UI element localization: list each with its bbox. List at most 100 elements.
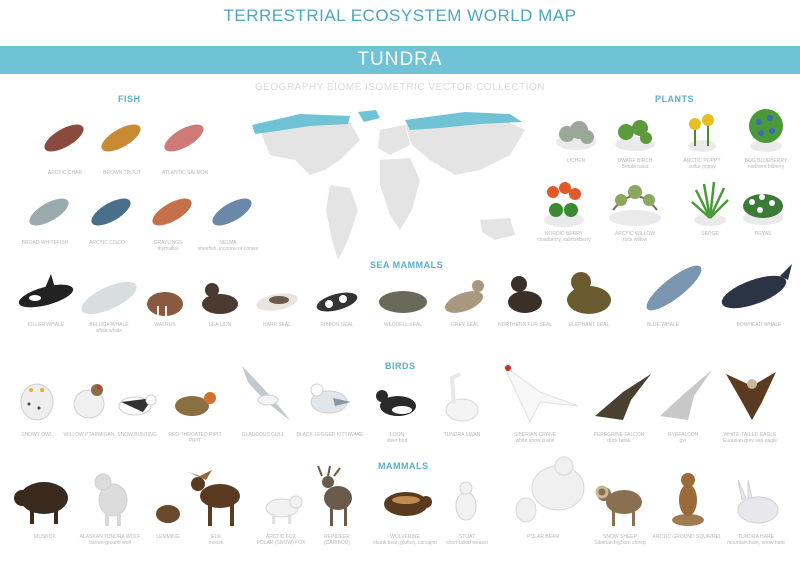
plant-label: ARCTIC WILLOW [614, 231, 656, 237]
sea-mammal-label: RIBBON SEAL [320, 322, 354, 328]
mammal-label: WOLVERINE [390, 534, 420, 540]
sea-mammal-label: SEA LION [208, 322, 232, 328]
bird-label: SNOW BUNTING [117, 432, 157, 438]
arctic-ground-squirrel-icon [672, 473, 704, 526]
sea-lion-icon [202, 283, 238, 314]
fish-label: ARCTIC CISCO [89, 240, 125, 246]
snowy-owl-icon [20, 383, 54, 421]
sea-mammal-label: BOWHEAD WHALE [736, 322, 782, 328]
plant-sedge-icon [691, 181, 729, 226]
plant-arctic-willow-icon [609, 185, 661, 226]
section-heading-fish: FISH [118, 94, 141, 104]
sea-mammal-label: WALRUS [154, 322, 176, 328]
bird-sublabel: duck hawk [607, 438, 631, 444]
bird-label: RED-THROATED PIPIT [168, 432, 222, 438]
harp-seal-icon [256, 293, 298, 311]
weddell-seal-icon [379, 291, 427, 313]
bird-label: BLACK-LEGGED KITTIWAKE [296, 432, 364, 438]
sea-mammal-label: BELUGA WHALE [89, 322, 129, 328]
blue-whale-icon [646, 265, 702, 311]
bird-label: LOON [389, 432, 405, 438]
plant-sublabel: sulfur poppy [688, 164, 716, 170]
killer-whale-icon [18, 274, 74, 308]
plant-arctic-poppy-icon [688, 114, 716, 152]
sea-mammal-sublabel: white whale [95, 328, 123, 334]
fish-arctic-char-icon [44, 124, 84, 152]
siberian-crane-icon [502, 364, 579, 424]
plant-lichen-icon [556, 121, 596, 150]
fish-graylings-icon [152, 198, 192, 226]
sea-mammal-label: BLUE WHALE [646, 322, 680, 328]
bird-label-cont: PIPIT [188, 438, 202, 444]
snow-sheep-icon [595, 485, 642, 526]
section-heading-plants: PLANTS [655, 94, 694, 104]
fish-label: NELMA [219, 240, 237, 246]
plant-dwarf-birch-icon [615, 120, 655, 151]
peregrine-falcon-icon [595, 374, 651, 420]
fish-nelma-icon [212, 198, 252, 226]
walrus-icon [147, 292, 183, 316]
plant-label: BOG BLUEBERRY [744, 158, 788, 164]
mammal-label: MUSKOX [34, 534, 56, 540]
bird-label: WILLOW PTARMIGAN [63, 432, 115, 438]
biome-banner: TUNDRA [0, 46, 800, 74]
plant-sublabel: Betula nana [621, 164, 649, 170]
sea-mammal-label: HARP SEAL [263, 322, 291, 328]
fish-label: GRAYLINGS [153, 240, 183, 246]
ribbon-seal-icon [316, 292, 358, 312]
grey-seal-icon [444, 280, 484, 313]
mammal-label: TUNDRA HARE [738, 534, 774, 540]
sea-mammal-label: GREY SEAL [450, 322, 480, 328]
muskox-icon [14, 482, 68, 524]
mammal-sublabel: POLAR (SNOW) FOX [256, 540, 306, 546]
plant-label: SEDGE [701, 231, 719, 237]
fish-label: ARCTIC CHAR [47, 170, 83, 176]
plant-label: NORDIC BERRY [544, 231, 584, 237]
fish-arctic-cisco-icon [91, 198, 131, 226]
bird-label: SIBERIAN CRANE [513, 432, 557, 438]
plant-label: LICHEN [566, 158, 586, 164]
fish-broad-whitefish-icon [29, 198, 69, 226]
fish-label: BROWN TROUT [103, 170, 141, 176]
bird-sublabel: diver bird [386, 438, 408, 444]
map-tundra-zones [252, 110, 522, 134]
section-heading-birds: BIRDS [385, 361, 416, 371]
mammal-label: ARCTIC GROUND SQUIRREL [652, 534, 722, 540]
plant-sublabel: cloudberry, salmonberry [537, 237, 591, 243]
bird-sublabel: Eurasian grey sea eagle [723, 438, 777, 444]
white-tailed-eagle-icon [726, 372, 776, 420]
glaucous-gull-icon [242, 366, 290, 420]
bird-label: TUNDRA SWAN [443, 432, 481, 438]
willow-ptarmigan-icon [73, 384, 105, 419]
mammal-sublabel: skunk bear, glutton, carcajou [373, 540, 437, 546]
alaskan-tundra-wolf-icon [94, 473, 128, 526]
page-subtitle: GEOGRAPHY BIOME ISOMETRIC VECTOR COLLECT… [254, 82, 546, 93]
sea-mammal-label: WEDDELL SEAL [383, 322, 423, 328]
mammal-sublabel: moose [208, 540, 224, 546]
bird-label: GYRFALCON [667, 432, 699, 438]
bowhead-whale-icon [721, 264, 792, 309]
bird-label: SNOWY OWL [21, 432, 53, 438]
plant-nordic-berry-icon [544, 182, 584, 227]
mammal-label: STOAT [458, 534, 476, 540]
fish-sublabel: thymallus [157, 246, 179, 252]
elephant-seal-icon [567, 272, 611, 314]
fish-label: ATLANTIC SALMON [161, 170, 209, 176]
black-legged-kittiwake-icon [310, 383, 351, 414]
mammal-label: ELK [211, 534, 221, 540]
plant-sublabel: northern bilberry [747, 164, 785, 170]
mammal-label: ARCTIC FOX [265, 534, 297, 540]
bird-label: GLAUCOUS GULL [241, 432, 285, 438]
bird-label: WHITE-TAILED EAGLE [723, 432, 777, 438]
mammal-label: REINDEER [324, 534, 350, 540]
mammal-sublabel: (CARIBOU) [323, 540, 351, 546]
page-title: TERRESTRIAL ECOSYSTEM WORLD MAP [223, 6, 577, 25]
plant-label: ARCTIC POPPY [683, 158, 721, 164]
beluga-whale-icon [81, 281, 137, 315]
mammal-label: LEMMING [156, 534, 180, 540]
lemming-icon [156, 505, 180, 523]
reindeer-icon [317, 465, 352, 526]
mammal-label: ALASKAN TUNDRA WOLF [79, 534, 141, 540]
map-land [260, 118, 525, 260]
fish-label: BROAD WHITEFISH [21, 240, 69, 246]
